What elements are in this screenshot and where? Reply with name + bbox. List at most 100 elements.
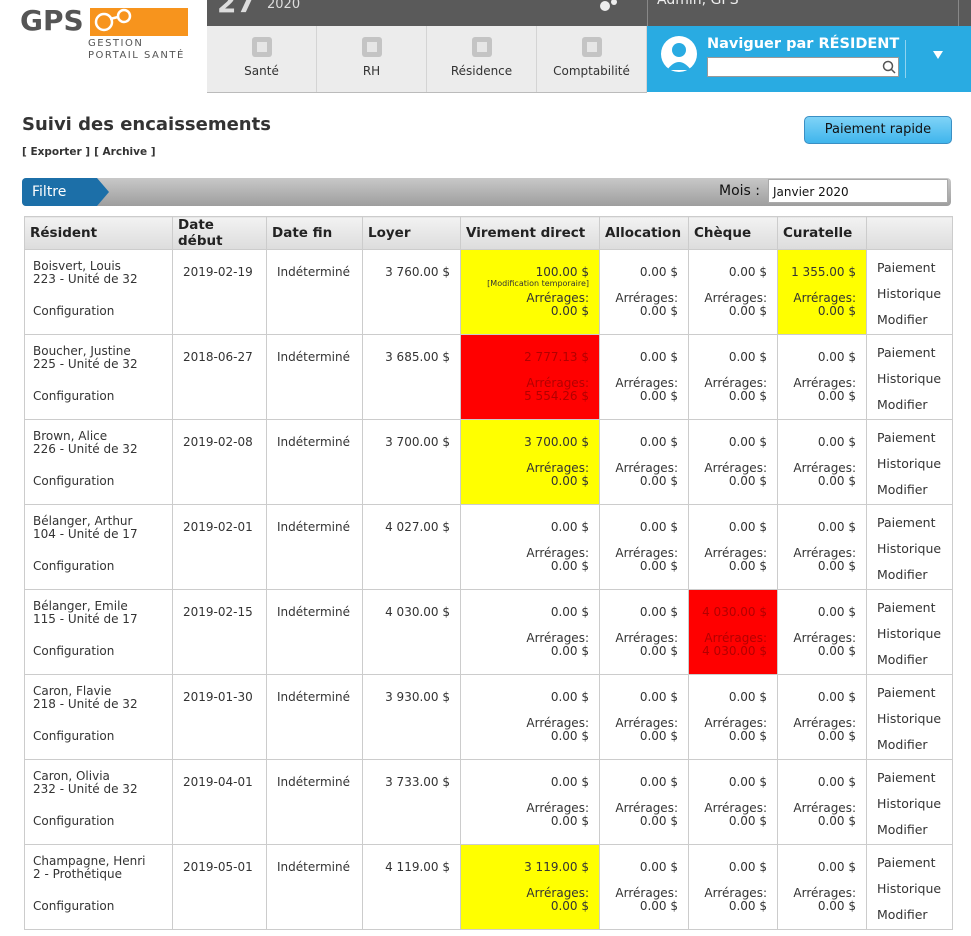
arrears-label: Arrérages: <box>793 886 856 900</box>
arrears-label: Arrérages: <box>793 716 856 730</box>
payment-amount: 0.00 $ <box>817 775 856 789</box>
action-link[interactable]: Historique <box>877 881 942 896</box>
payment-cell: 0.00 $ Arrérages: 0.00 $ <box>599 504 689 590</box>
resident-name: Boucher, Justine <box>33 344 131 358</box>
action-link[interactable]: Historique <box>877 711 942 726</box>
date-end: Indéterminé <box>277 435 350 449</box>
action-link[interactable]: Historique <box>877 371 942 386</box>
nav-tab[interactable]: Comptabilité <box>537 26 647 92</box>
arrears-label: Arrérages: <box>526 886 589 900</box>
actions-cell: Paiement Historique Modifier <box>866 844 953 930</box>
date-cell: 2019-02-19 <box>172 249 267 335</box>
settings-icon[interactable] <box>597 0 623 16</box>
action-link[interactable]: Paiement <box>877 430 936 445</box>
action-link[interactable]: Paiement <box>877 685 936 700</box>
arrears-label: Arrérages: <box>526 631 589 645</box>
date-start: 2019-04-01 <box>183 775 253 789</box>
nav-tab[interactable]: Résidence <box>427 26 537 92</box>
resident-unit: 225 - Unité de 32 <box>33 357 138 371</box>
action-link[interactable]: Paiement <box>877 855 936 870</box>
config-link[interactable]: Configuration <box>33 389 115 403</box>
action-link[interactable]: Historique <box>877 626 942 641</box>
links: [ Exporter ][ Archive ] <box>22 146 160 158</box>
payment-cell: 0.00 $ Arrérages: 0.00 $ <box>777 419 867 505</box>
payment-amount: 0.00 $ <box>728 690 767 704</box>
arrears-amount: 0.00 $ <box>817 899 856 913</box>
payment-cell: 0.00 $ Arrérages: 0.00 $ <box>777 674 867 760</box>
payment-amount: 0.00 $ <box>817 520 856 534</box>
action-link[interactable]: Modifier <box>877 737 928 752</box>
action-link[interactable]: Modifier <box>877 312 928 327</box>
arrears-amount: 0.00 $ <box>728 899 767 913</box>
arrears-label: Arrérages: <box>704 886 767 900</box>
action-link[interactable]: Historique <box>877 796 942 811</box>
payment-cell: 0.00 $ Arrérages: 0.00 $ <box>599 589 689 675</box>
config-link[interactable]: Configuration <box>33 559 115 573</box>
action-link[interactable]: Modifier <box>877 652 928 667</box>
page-title: Suivi des encaissements <box>22 114 271 135</box>
table-row: Caron, Olivia 232 - Unité de 32 Configurat… <box>24 759 953 845</box>
payment-cell: 0.00 $ Arrérages: 0.00 $ <box>599 334 689 420</box>
arrears-amount: 0.00 $ <box>639 389 678 403</box>
archive-link[interactable]: [ Archive ] <box>94 146 156 158</box>
resident-cell: Bélanger, Emile 115 - Unité de 17 Configur… <box>24 589 173 675</box>
arrears-label: Arrérages: <box>704 801 767 815</box>
date-year: 2020 <box>267 0 301 12</box>
arrears-label: Arrérages: <box>793 461 856 475</box>
date-cell: 2019-01-30 <box>172 674 267 760</box>
config-link[interactable]: Configuration <box>33 729 115 743</box>
dropdown-arrow[interactable] <box>932 50 944 60</box>
action-link[interactable]: Modifier <box>877 397 928 412</box>
config-link[interactable]: Configuration <box>33 814 115 828</box>
action-link[interactable]: Modifier <box>877 907 928 922</box>
nav-label: Résidence <box>450 64 513 78</box>
action-link[interactable]: Historique <box>877 541 942 556</box>
payment-note: [Modification temporaire] <box>487 279 589 288</box>
action-link[interactable]: Historique <box>877 286 942 301</box>
action-link[interactable]: Modifier <box>877 822 928 837</box>
payment-amount: 0.00 $ <box>728 350 767 364</box>
payment-amount: 0.00 $ <box>639 350 678 364</box>
action-link[interactable]: Paiement <box>877 345 936 360</box>
payment-amount: 0.00 $ <box>728 860 767 874</box>
payment-cell: 0.00 $ Arrérages: 0.00 $ <box>599 249 689 335</box>
table-row: Bélanger, Arthur 104 - Unité de 17 Configu… <box>24 504 953 590</box>
payment-amount: 0.00 $ <box>639 520 678 534</box>
actions-cell: Paiement Historique Modifier <box>866 674 953 760</box>
user-name[interactable]: Admin, GPS <box>657 0 739 8</box>
action-link[interactable]: Paiement <box>877 770 936 785</box>
arrears-label: Arrérages: <box>793 291 856 305</box>
action-link[interactable]: Paiement <box>877 600 936 615</box>
month-select[interactable]: Janvier 2020 <box>768 179 948 203</box>
arrears-amount: 0.00 $ <box>817 559 856 573</box>
payment-amount: 0.00 $ <box>728 520 767 534</box>
arrears-label: Arrérages: <box>793 376 856 390</box>
arrears-amount: 0.00 $ <box>639 814 678 828</box>
export-link[interactable]: [ Exporter ] <box>22 146 91 158</box>
arrears-label: Arrérages: <box>615 716 678 730</box>
action-link[interactable]: Modifier <box>877 567 928 582</box>
payment-amount: 0.00 $ <box>550 775 589 789</box>
payment-cell: 0.00 $ Arrérages: 0.00 $ <box>599 674 689 760</box>
config-link[interactable]: Configuration <box>33 899 115 913</box>
nav-tab[interactable]: RH <box>317 26 427 92</box>
action-link[interactable]: Paiement <box>877 515 936 530</box>
config-link[interactable]: Configuration <box>33 474 115 488</box>
nav-icon <box>251 37 272 57</box>
payment-cell: 0.00 $ Arrérages: 0.00 $ <box>688 759 778 845</box>
arrears-amount: 0.00 $ <box>550 644 589 658</box>
action-link[interactable]: Paiement <box>877 260 936 275</box>
action-link[interactable]: Historique <box>877 456 942 471</box>
arrears-label: Arrérages: <box>526 801 589 815</box>
actions-cell: Paiement Historique Modifier <box>866 589 953 675</box>
config-link[interactable]: Configuration <box>33 644 115 658</box>
payment-amount: 0.00 $ <box>639 265 678 279</box>
payment-amount: 0.00 $ <box>817 860 856 874</box>
filter-toggle[interactable]: Filtre <box>22 178 109 206</box>
config-link[interactable]: Configuration <box>33 304 115 318</box>
quick-payment-button[interactable]: Paiement rapide <box>804 116 952 144</box>
nav-tab[interactable]: Santé <box>207 26 317 92</box>
payment-amount: 0.00 $ <box>550 690 589 704</box>
action-link[interactable]: Modifier <box>877 482 928 497</box>
search-input[interactable] <box>707 57 899 77</box>
